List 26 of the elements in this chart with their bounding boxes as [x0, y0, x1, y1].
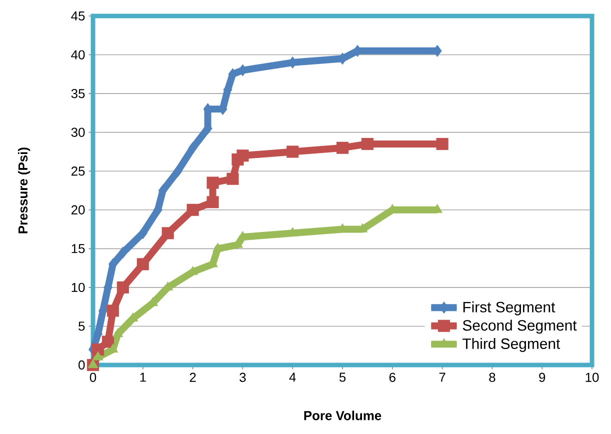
y-tick-label: 45: [71, 11, 85, 21]
y-tick-label: 20: [71, 205, 85, 214]
y-tick-label: 0: [78, 360, 85, 370]
x-tick-label: 0: [90, 372, 96, 382]
y-axis-title: Pressure (Psi): [18, 148, 30, 234]
y-tick-label: 40: [71, 50, 85, 60]
y-tick-label: 5: [78, 322, 85, 331]
x-tick-label: 7: [439, 372, 446, 382]
x-tick-label: 10: [586, 372, 599, 382]
legend-label: Third Segment: [462, 338, 560, 352]
y-tick-label: 35: [71, 88, 85, 98]
x-tick-label: 5: [339, 372, 346, 382]
x-tick-label: 4: [289, 372, 296, 382]
y-tick-label: 25: [71, 166, 85, 176]
x-tick-label: 3: [240, 372, 246, 382]
y-tick-label: 10: [72, 282, 85, 292]
y-tick-label: 30: [71, 128, 85, 137]
x-tick-label: 1: [140, 372, 146, 382]
legend-label: Second Segment: [462, 320, 577, 334]
x-tick-label: 9: [539, 372, 546, 382]
y-tick-label: 15: [72, 244, 85, 254]
x-axis-title: Pore Volume: [304, 410, 382, 420]
legend-label: First Segment: [463, 301, 556, 316]
x-tick-label: 8: [489, 372, 496, 382]
x-tick-label: 6: [389, 372, 396, 382]
x-tick-label: 2: [190, 372, 196, 382]
